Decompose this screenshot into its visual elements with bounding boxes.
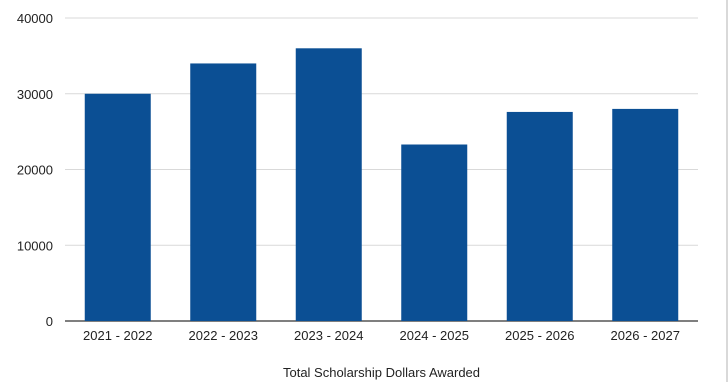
x-tick-label: 2022 - 2023	[189, 328, 258, 343]
y-tick-label: 0	[46, 314, 53, 329]
bars	[84, 48, 679, 322]
y-tick-label: 40000	[17, 11, 53, 26]
x-tick-label: 2026 - 2027	[611, 328, 680, 343]
x-axis-title: Total Scholarship Dollars Awarded	[283, 365, 480, 380]
bar	[295, 48, 362, 322]
x-axis-ticks: 2021 - 2022 2022 - 2023 2023 - 2024 2024 - …	[83, 328, 680, 343]
y-tick-label: 20000	[17, 163, 53, 178]
bar	[506, 111, 573, 322]
x-tick-label: 2025 - 2026	[505, 328, 574, 343]
bar	[190, 63, 257, 321]
y-axis-ticks: 0 10000 20000 30000 40000	[17, 11, 53, 329]
right-border	[726, 0, 728, 382]
y-tick-label: 30000	[17, 87, 53, 102]
bar	[612, 108, 679, 322]
bar	[401, 144, 468, 321]
y-tick-label: 10000	[17, 238, 53, 253]
x-tick-label: 2024 - 2025	[400, 328, 469, 343]
gridlines	[65, 17, 698, 322]
x-tick-label: 2021 - 2022	[83, 328, 152, 343]
x-tick-label: 2023 - 2024	[294, 328, 363, 343]
bar	[84, 93, 151, 321]
